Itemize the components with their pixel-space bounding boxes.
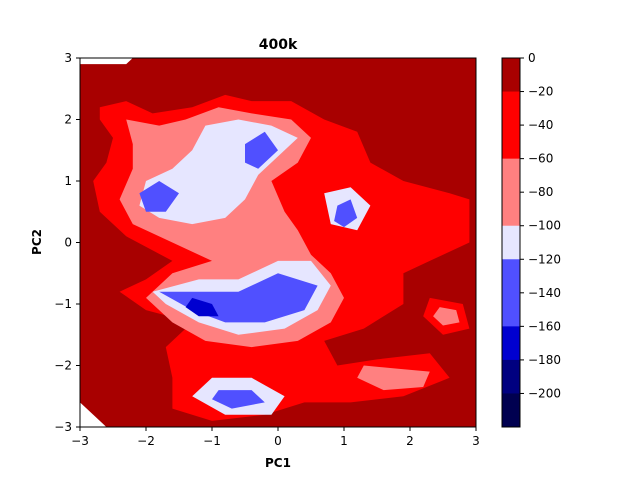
colorbar-tick-label: −100	[528, 219, 561, 233]
colorbar-tick-label: −140	[528, 286, 561, 300]
contour-region-right-pink-blob	[433, 307, 460, 326]
colorbar-segment	[502, 125, 520, 160]
x-axis-label: PC1	[265, 456, 291, 470]
y-tick-label: −2	[54, 359, 72, 373]
contour-region-bottom-blue	[212, 390, 265, 409]
y-axis: −3 −2 −1 0 1 2 3	[54, 51, 80, 434]
y-tick-label: −1	[54, 297, 72, 311]
y-tick-label: 3	[64, 51, 72, 65]
colorbar-segment	[502, 91, 520, 126]
colorbar-tick-label: −60	[528, 152, 553, 166]
colorbar-tick-label: −40	[528, 118, 553, 132]
colorbar-tick-label: −180	[528, 353, 561, 367]
x-tick-label: −2	[137, 434, 155, 448]
colorbar-segment	[502, 259, 520, 294]
colorbar-tick-label: −120	[528, 252, 561, 266]
colorbar-tick-label: 0	[528, 51, 536, 65]
colorbar-tick-label: −200	[528, 386, 561, 400]
colorbar-segment	[502, 326, 520, 361]
x-axis: −3 −2 −1 0 1 2 3	[71, 427, 480, 448]
contour-region-right-blue	[334, 199, 358, 228]
colorbar-tick-label: −80	[528, 185, 553, 199]
colorbar-segment	[502, 359, 520, 394]
plot-area	[79, 57, 477, 428]
contour-region-center-blue	[245, 131, 278, 169]
y-tick-label: −3	[54, 420, 72, 434]
x-tick-label: −3	[71, 434, 89, 448]
colorbar: 0 −20 −40 −60 −80 −100 −120 −140 −160 −180 −200	[501, 51, 561, 428]
x-tick-label: 3	[472, 434, 480, 448]
y-tick-label: 1	[64, 174, 72, 188]
y-tick-label: 0	[64, 236, 72, 250]
colorbar-segment	[502, 225, 520, 260]
colorbar-segment	[502, 58, 520, 93]
x-tick-label: −1	[203, 434, 221, 448]
x-tick-label: 1	[340, 434, 348, 448]
colorbar-segment	[502, 292, 520, 327]
x-tick-label: 2	[406, 434, 414, 448]
x-tick-label: 0	[274, 434, 282, 448]
contour-region-left-blue	[139, 181, 179, 212]
y-tick-label: 2	[64, 113, 72, 127]
colorbar-tick-label: −20	[528, 85, 553, 99]
contour-region-lower-right-pink	[357, 365, 430, 391]
y-axis-label: PC2	[30, 229, 44, 255]
colorbar-segment	[502, 192, 520, 227]
colorbar-tick-label: −160	[528, 319, 561, 333]
colorbar-frame	[501, 57, 521, 428]
colorbar-segment	[502, 158, 520, 193]
contour-region-lower-darkblue	[185, 297, 219, 317]
chart-title: 400k	[259, 37, 298, 53]
colorbar-segment	[502, 393, 520, 428]
